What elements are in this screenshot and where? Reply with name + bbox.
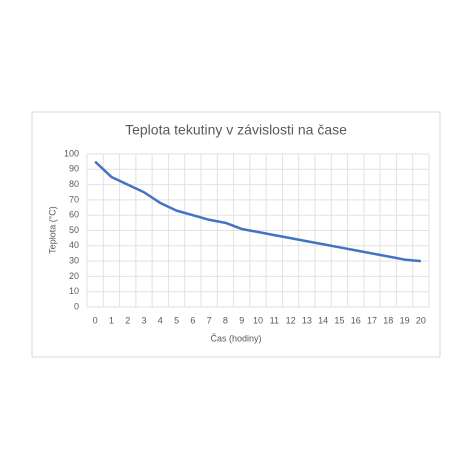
data-line — [94, 160, 421, 263]
x-tick-label: 9 — [239, 315, 244, 325]
x-tick-label: 7 — [207, 315, 212, 325]
x-tick-label: 12 — [286, 315, 296, 325]
y-tick-label: 0 — [74, 301, 79, 311]
x-tick-label: 16 — [351, 315, 361, 325]
x-tick-label: 5 — [174, 315, 179, 325]
chart-title: Teplota tekutiny v závislosti na čase — [125, 122, 347, 138]
y-tick-label: 60 — [69, 210, 79, 220]
x-tick-label: 10 — [253, 315, 263, 325]
x-tick-label: 14 — [318, 315, 328, 325]
x-tick-label: 0 — [93, 315, 98, 325]
x-axis-label: Čas (hodiny) — [210, 333, 261, 343]
chart-frame — [31, 111, 441, 358]
y-tick-label: 20 — [69, 271, 79, 281]
x-tick-label: 17 — [367, 315, 377, 325]
y-tick-label: 70 — [69, 194, 79, 204]
y-tick-label: 50 — [69, 225, 79, 235]
x-tick-label: 2 — [125, 315, 130, 325]
x-tick-label: 4 — [158, 315, 163, 325]
x-tick-label: 20 — [416, 315, 426, 325]
y-tick-label: 40 — [69, 240, 79, 250]
y-tick-label: 90 — [69, 164, 79, 174]
x-tick-label: 15 — [334, 315, 344, 325]
x-tick-label: 6 — [190, 315, 195, 325]
y-tick-label: 80 — [69, 179, 79, 189]
y-tick-label: 30 — [69, 255, 79, 265]
x-tick-label: 8 — [223, 315, 228, 325]
x-tick-label: 11 — [270, 315, 279, 325]
y-tick-label: 100 — [64, 148, 79, 158]
x-tick-label: 19 — [400, 315, 410, 325]
x-tick-label: 18 — [383, 315, 393, 325]
x-tick-label: 13 — [302, 315, 312, 325]
x-tick-label: 1 — [109, 315, 114, 325]
y-axis-label: Teplota (°C) — [47, 206, 57, 254]
y-tick-label: 10 — [69, 286, 79, 296]
x-tick-label: 3 — [141, 315, 146, 325]
